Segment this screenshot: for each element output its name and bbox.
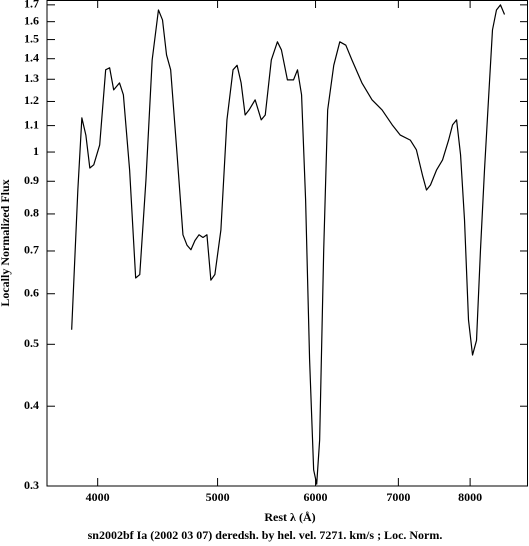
- y-tick-label: 1.5: [24, 31, 39, 45]
- y-tick-label: 0.6: [24, 285, 39, 299]
- x-tick-label: 5000: [206, 490, 230, 504]
- spectrum-line: [71, 4, 506, 485]
- y-tick-label: 1.6: [24, 13, 39, 27]
- y-tick-label: 0.7: [24, 243, 39, 257]
- y-tick-label: 1.7: [24, 0, 39, 11]
- x-tick-label: 7000: [386, 490, 410, 504]
- y-tick-label: 1.4: [24, 50, 39, 64]
- chart-title: sn2002bf Ia (2002 03 07) deredsh. by hel…: [88, 528, 443, 542]
- x-tick-label: 6000: [304, 490, 328, 504]
- y-tick-label: 0.5: [24, 336, 39, 350]
- y-tick-label: 1.3: [24, 71, 39, 85]
- x-axis-label: Rest λ (Å): [264, 510, 315, 524]
- y-tick-label: 1: [33, 144, 39, 158]
- y-tick-label: 1.1: [24, 117, 39, 131]
- y-tick-label: 0.9: [24, 173, 39, 187]
- y-axis-label: Locally Normalized Flux: [0, 179, 12, 306]
- x-tick-label: 4000: [86, 490, 110, 504]
- plot-frame: [46, 0, 528, 487]
- x-tick-label: 8000: [458, 490, 482, 504]
- y-tick-label: 0.3: [24, 478, 39, 492]
- y-tick-label: 1.2: [24, 93, 39, 107]
- y-tick-label: 0.8: [24, 206, 39, 220]
- y-tick-label: 0.4: [24, 398, 39, 412]
